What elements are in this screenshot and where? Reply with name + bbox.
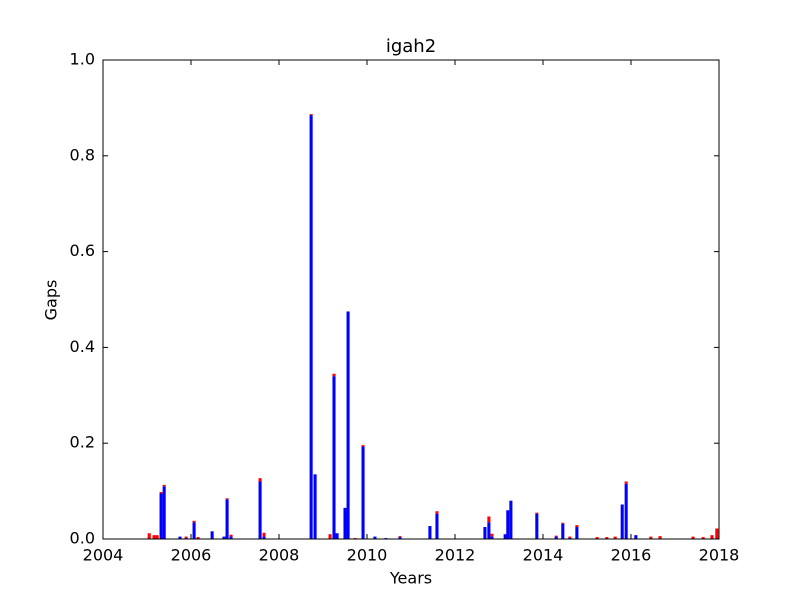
x-tick-label: 2008 <box>259 546 300 565</box>
bar-segment <box>691 536 695 539</box>
y-tick-label: 0.6 <box>70 241 95 260</box>
bar-segment <box>535 513 539 539</box>
y-tick-label: 0.8 <box>70 145 95 164</box>
bar-segment <box>229 536 233 539</box>
bar-segment <box>487 516 491 523</box>
bar-segment <box>361 446 365 539</box>
x-axis-label: Years <box>389 569 432 588</box>
chart-title: igah2 <box>386 36 436 57</box>
bar-segment <box>225 499 229 539</box>
bar-segment <box>483 527 487 539</box>
bar-segment <box>159 492 163 494</box>
bar-segment <box>162 486 166 539</box>
bar-segment <box>561 522 565 524</box>
bar-segment <box>335 533 339 539</box>
bar-segment <box>595 537 599 539</box>
bar-segment <box>428 526 432 539</box>
bar-segment <box>210 531 214 539</box>
y-tick-label: 0.4 <box>70 337 95 356</box>
y-axis-label: Gaps <box>42 280 61 321</box>
bar-segment <box>575 527 579 539</box>
bar-segment <box>162 484 166 487</box>
bar-segment <box>568 536 572 539</box>
bar-segment <box>152 535 156 539</box>
bar-segment <box>258 478 262 482</box>
bar-segment <box>343 507 347 539</box>
bar-segment <box>509 500 513 539</box>
bar-segment <box>710 535 714 539</box>
bar-segment <box>229 534 233 537</box>
bar-segment <box>715 528 719 539</box>
bar-segment <box>503 534 507 539</box>
bar-segment <box>435 513 439 539</box>
bar-segment <box>554 536 558 539</box>
x-tick-label: 2012 <box>435 546 476 565</box>
y-tick-label: 1.0 <box>70 50 95 69</box>
bar-segment <box>487 522 491 539</box>
bar-segment <box>561 523 565 539</box>
bar-segment <box>634 535 638 539</box>
bar-segment <box>490 533 494 537</box>
bar-segment <box>192 522 196 539</box>
bar-segment <box>196 537 200 539</box>
bar-segment <box>554 535 558 537</box>
bar-segment <box>155 535 159 539</box>
bar-segment <box>192 520 196 523</box>
bar-segment <box>575 525 579 528</box>
bar-segment <box>649 536 653 539</box>
bar-segment <box>262 532 266 537</box>
bar-segment <box>435 511 439 514</box>
x-tick-label: 2018 <box>699 546 740 565</box>
bar-segment <box>373 536 377 539</box>
bar-segment <box>361 445 365 447</box>
bar-segment <box>605 537 609 539</box>
y-tick-label: 0.0 <box>70 529 95 548</box>
x-tick-label: 2016 <box>611 546 652 565</box>
x-tick-label: 2010 <box>347 546 388 565</box>
bar-segment <box>490 536 494 539</box>
x-tick-label: 2006 <box>171 546 212 565</box>
bar-segment <box>701 537 705 539</box>
bar-segment <box>262 536 266 539</box>
bar-segment <box>624 483 628 539</box>
bar-segment <box>620 504 624 539</box>
x-tick-label: 2014 <box>523 546 564 565</box>
bar-segment <box>313 474 317 539</box>
bar-segment <box>309 115 313 540</box>
bar-segment <box>346 311 350 539</box>
bar-segment <box>147 533 151 539</box>
bar-segment <box>184 536 188 539</box>
bar-segment <box>328 534 332 539</box>
bar-segment <box>309 114 313 116</box>
bar-segment <box>398 537 402 539</box>
bar-segment <box>398 536 402 538</box>
bar-segment <box>613 536 617 539</box>
bar-segment <box>258 481 262 539</box>
bar-segment <box>225 498 229 500</box>
bar-segment <box>535 512 539 514</box>
bar-segment <box>506 510 510 539</box>
x-tick-label: 2004 <box>83 546 124 565</box>
plot-frame <box>102 59 720 540</box>
y-tick-label: 0.2 <box>70 433 95 452</box>
bar-segment <box>658 536 662 539</box>
bar-segment <box>222 536 226 539</box>
bar-segment <box>178 536 182 539</box>
bar-segment <box>332 373 336 377</box>
bar-segment <box>332 376 336 539</box>
bar-segment <box>159 493 163 539</box>
bar-segment <box>624 481 628 484</box>
